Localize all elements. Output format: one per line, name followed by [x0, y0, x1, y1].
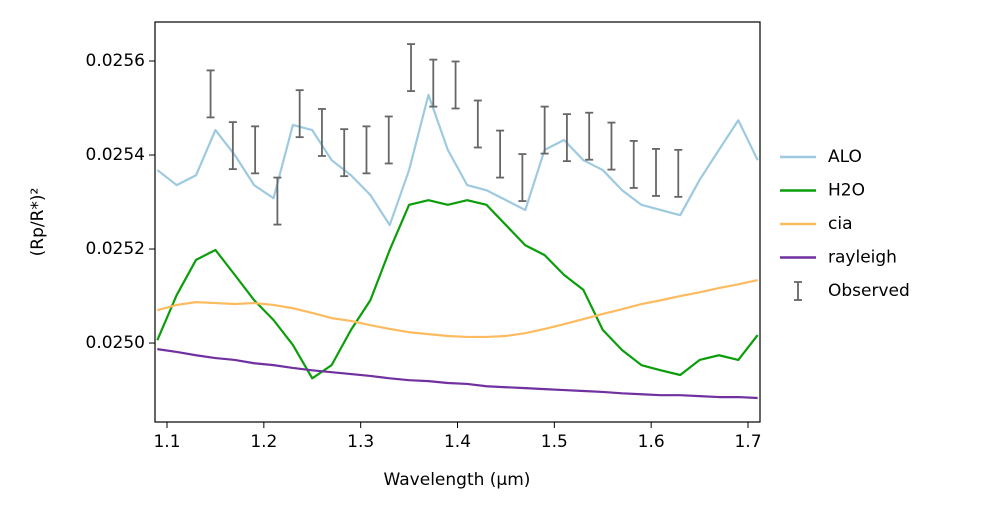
x-tick-label: 1.4 — [444, 432, 471, 452]
legend-label: H2O — [828, 181, 865, 201]
x-tick-label: 1.7 — [734, 432, 761, 452]
legend-label: rayleigh — [828, 248, 897, 268]
legend-label: Observed — [828, 281, 910, 301]
x-tick-label: 1.3 — [347, 432, 374, 452]
x-tick-label: 1.2 — [250, 432, 277, 452]
series-line — [156, 199, 759, 380]
x-tick-label: 1.6 — [638, 432, 665, 452]
x-tick-label: 1.1 — [153, 432, 180, 452]
series-line — [157, 348, 758, 400]
plot-frame — [154, 21, 761, 423]
legend-label: ALO — [828, 147, 862, 167]
y-tick-label: 0.0252 — [86, 239, 145, 259]
series-line — [157, 278, 758, 339]
x-tick-label: 1.5 — [541, 432, 568, 452]
y-tick-label: 0.0256 — [86, 51, 145, 71]
legend-label: cia — [828, 214, 853, 234]
series-line — [156, 93, 759, 227]
x-axis-label: Wavelength (μm) — [384, 470, 531, 490]
y-axis-label: (Rp/R*)² — [28, 188, 48, 257]
y-tick-label: 0.0250 — [86, 333, 145, 353]
y-tick-label: 0.0254 — [86, 145, 145, 165]
